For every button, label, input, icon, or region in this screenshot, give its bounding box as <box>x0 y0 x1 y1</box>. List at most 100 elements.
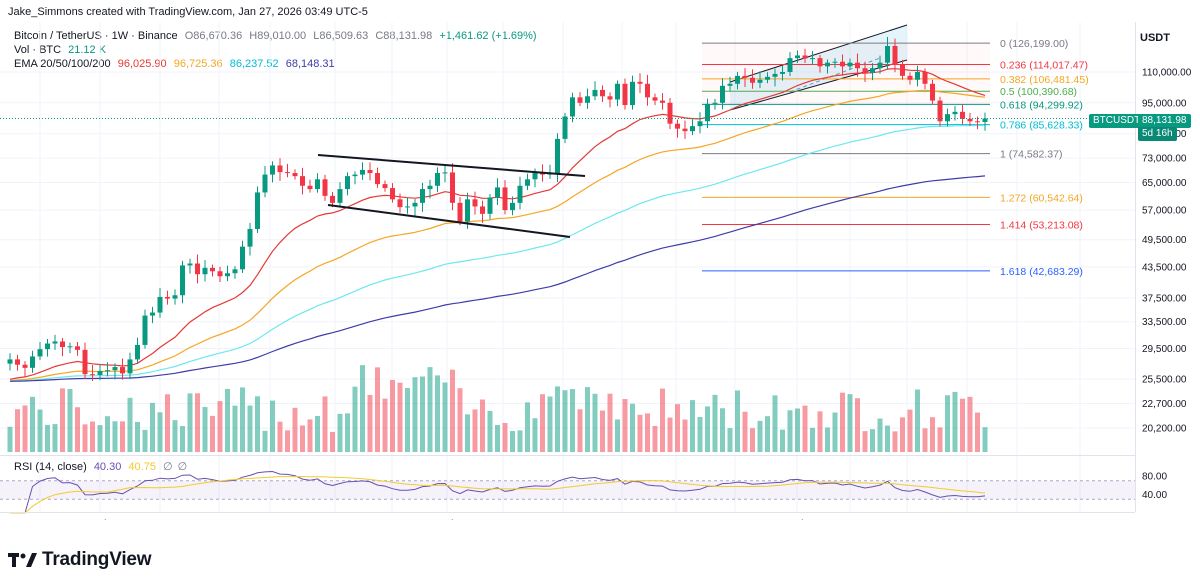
symbol-legend[interactable]: Bitcoin / TetherUS · 1W · Binance O86,67… <box>14 30 541 42</box>
ohlc-close: C88,131.98 <box>375 30 433 42</box>
volume-bar <box>375 367 380 452</box>
volume-bar <box>622 399 628 452</box>
price-tick-label: 49,500.00 <box>1142 235 1187 246</box>
price-tick-label: 25,500.00 <box>1142 375 1187 386</box>
rsi-hide-icon[interactable]: ∅ <box>163 461 173 473</box>
candle-body <box>322 179 328 196</box>
volume-bar <box>772 395 778 452</box>
volume-bar <box>525 402 530 452</box>
fib-level-label: 1.272 (60,542.64) <box>1000 192 1083 204</box>
candle-body <box>127 359 133 374</box>
candle-body <box>330 195 335 203</box>
volume-legend[interactable]: Vol · BTC 21.12 K <box>14 44 106 56</box>
candle-body <box>37 349 43 357</box>
volume-bar <box>570 389 575 452</box>
volume-bar <box>45 424 50 452</box>
volume-bars <box>7 365 988 452</box>
volume-bar <box>270 400 275 452</box>
candle-body <box>712 102 718 104</box>
candle-body <box>705 103 710 122</box>
rsi-line <box>10 470 986 514</box>
price-tick-label: 73,000.00 <box>1142 154 1187 165</box>
candle-body <box>75 346 80 350</box>
ohlc-change: +1,461.62 (+1.69%) <box>439 30 537 42</box>
candle-body <box>435 173 440 186</box>
candle-body <box>210 267 215 272</box>
volume-bar <box>817 411 823 452</box>
candle-body <box>397 199 403 208</box>
price-chart[interactable]: 0 (126,199.00) 0.236 (114,017.47) 0.382 (1… <box>0 0 1200 520</box>
candle-body <box>195 263 200 275</box>
volume-bar <box>240 387 245 452</box>
ema200-line <box>9 175 986 382</box>
time-tick-label: May <box>31 519 50 520</box>
ema100-line <box>9 124 986 382</box>
candle-body <box>352 174 358 177</box>
tradingview-logo[interactable]: TradingView <box>8 549 152 571</box>
candle-body <box>487 197 493 214</box>
candle-body <box>112 367 118 371</box>
candle-body <box>472 199 478 207</box>
rsi-label: RSI (14, close) <box>14 461 87 473</box>
volume-bar <box>885 425 890 452</box>
candle-body <box>255 192 260 229</box>
candle-body <box>952 111 958 115</box>
candle-body <box>480 206 485 214</box>
symbol-price-tag: BTCUSDT <box>1089 114 1145 128</box>
candles <box>7 37 988 382</box>
volume-bar <box>615 419 620 452</box>
candle-body <box>645 83 650 98</box>
volume-bar <box>480 399 485 452</box>
volume-bar <box>585 387 590 452</box>
trendlines <box>317 154 586 238</box>
candle-body <box>142 315 148 345</box>
channel-fill <box>730 25 907 110</box>
fib-level-label: 0.5 (100,390.68) <box>1000 86 1077 98</box>
volume-bar <box>465 414 470 452</box>
volume-bar <box>720 408 725 452</box>
candle-body <box>562 116 568 139</box>
rsi-legend[interactable]: RSI (14, close) 40.30 40.75 ∅ ∅ <box>14 460 187 473</box>
candle-body <box>7 359 13 364</box>
volume-bar <box>502 422 508 452</box>
currency-label[interactable]: USDT <box>1140 32 1170 44</box>
time-tick-label: Jul <box>441 519 454 520</box>
candle-body <box>345 176 350 190</box>
volume-bar <box>435 375 440 452</box>
volume-bar <box>802 405 808 452</box>
candle-body <box>225 273 230 277</box>
rsi-pane-divider <box>0 455 1135 456</box>
candle-body <box>502 187 508 211</box>
volume-bar <box>420 376 425 452</box>
volume-bar <box>847 394 853 452</box>
candle-body <box>697 121 703 127</box>
candle-body <box>22 364 28 368</box>
candle-body <box>277 165 283 173</box>
candle-body <box>945 114 950 122</box>
volume-bar <box>150 402 155 452</box>
candle-body <box>307 185 313 190</box>
candle-body <box>660 100 665 103</box>
volume-bar <box>787 410 793 452</box>
ema50-line <box>9 89 986 382</box>
rsi-settings-icon[interactable]: ∅ <box>177 461 188 473</box>
countdown-tag: 5d 16h <box>1138 127 1177 141</box>
candle-body <box>375 173 380 185</box>
candle-body <box>772 73 778 77</box>
candle-body <box>247 228 253 247</box>
candle-body <box>232 269 238 274</box>
candle-body <box>412 202 418 207</box>
volume-bar <box>22 405 28 452</box>
fib-level-label: 0.618 (94,299.92) <box>1000 99 1083 111</box>
volume-bar <box>82 424 88 452</box>
ema-legend[interactable]: EMA 20/50/100/200 96,025.90 96,725.36 86… <box>14 58 335 70</box>
volume-bar <box>15 409 20 452</box>
candle-body <box>810 58 815 60</box>
candle-body <box>840 61 845 67</box>
time-tick-label: Mar <box>1008 519 1026 520</box>
time-tick-label: Sep <box>841 519 859 520</box>
volume-bar <box>165 394 170 452</box>
candle-body <box>907 75 913 80</box>
fib-level-label: 0.236 (114,017.47) <box>1000 59 1088 71</box>
candle-body <box>652 97 658 101</box>
